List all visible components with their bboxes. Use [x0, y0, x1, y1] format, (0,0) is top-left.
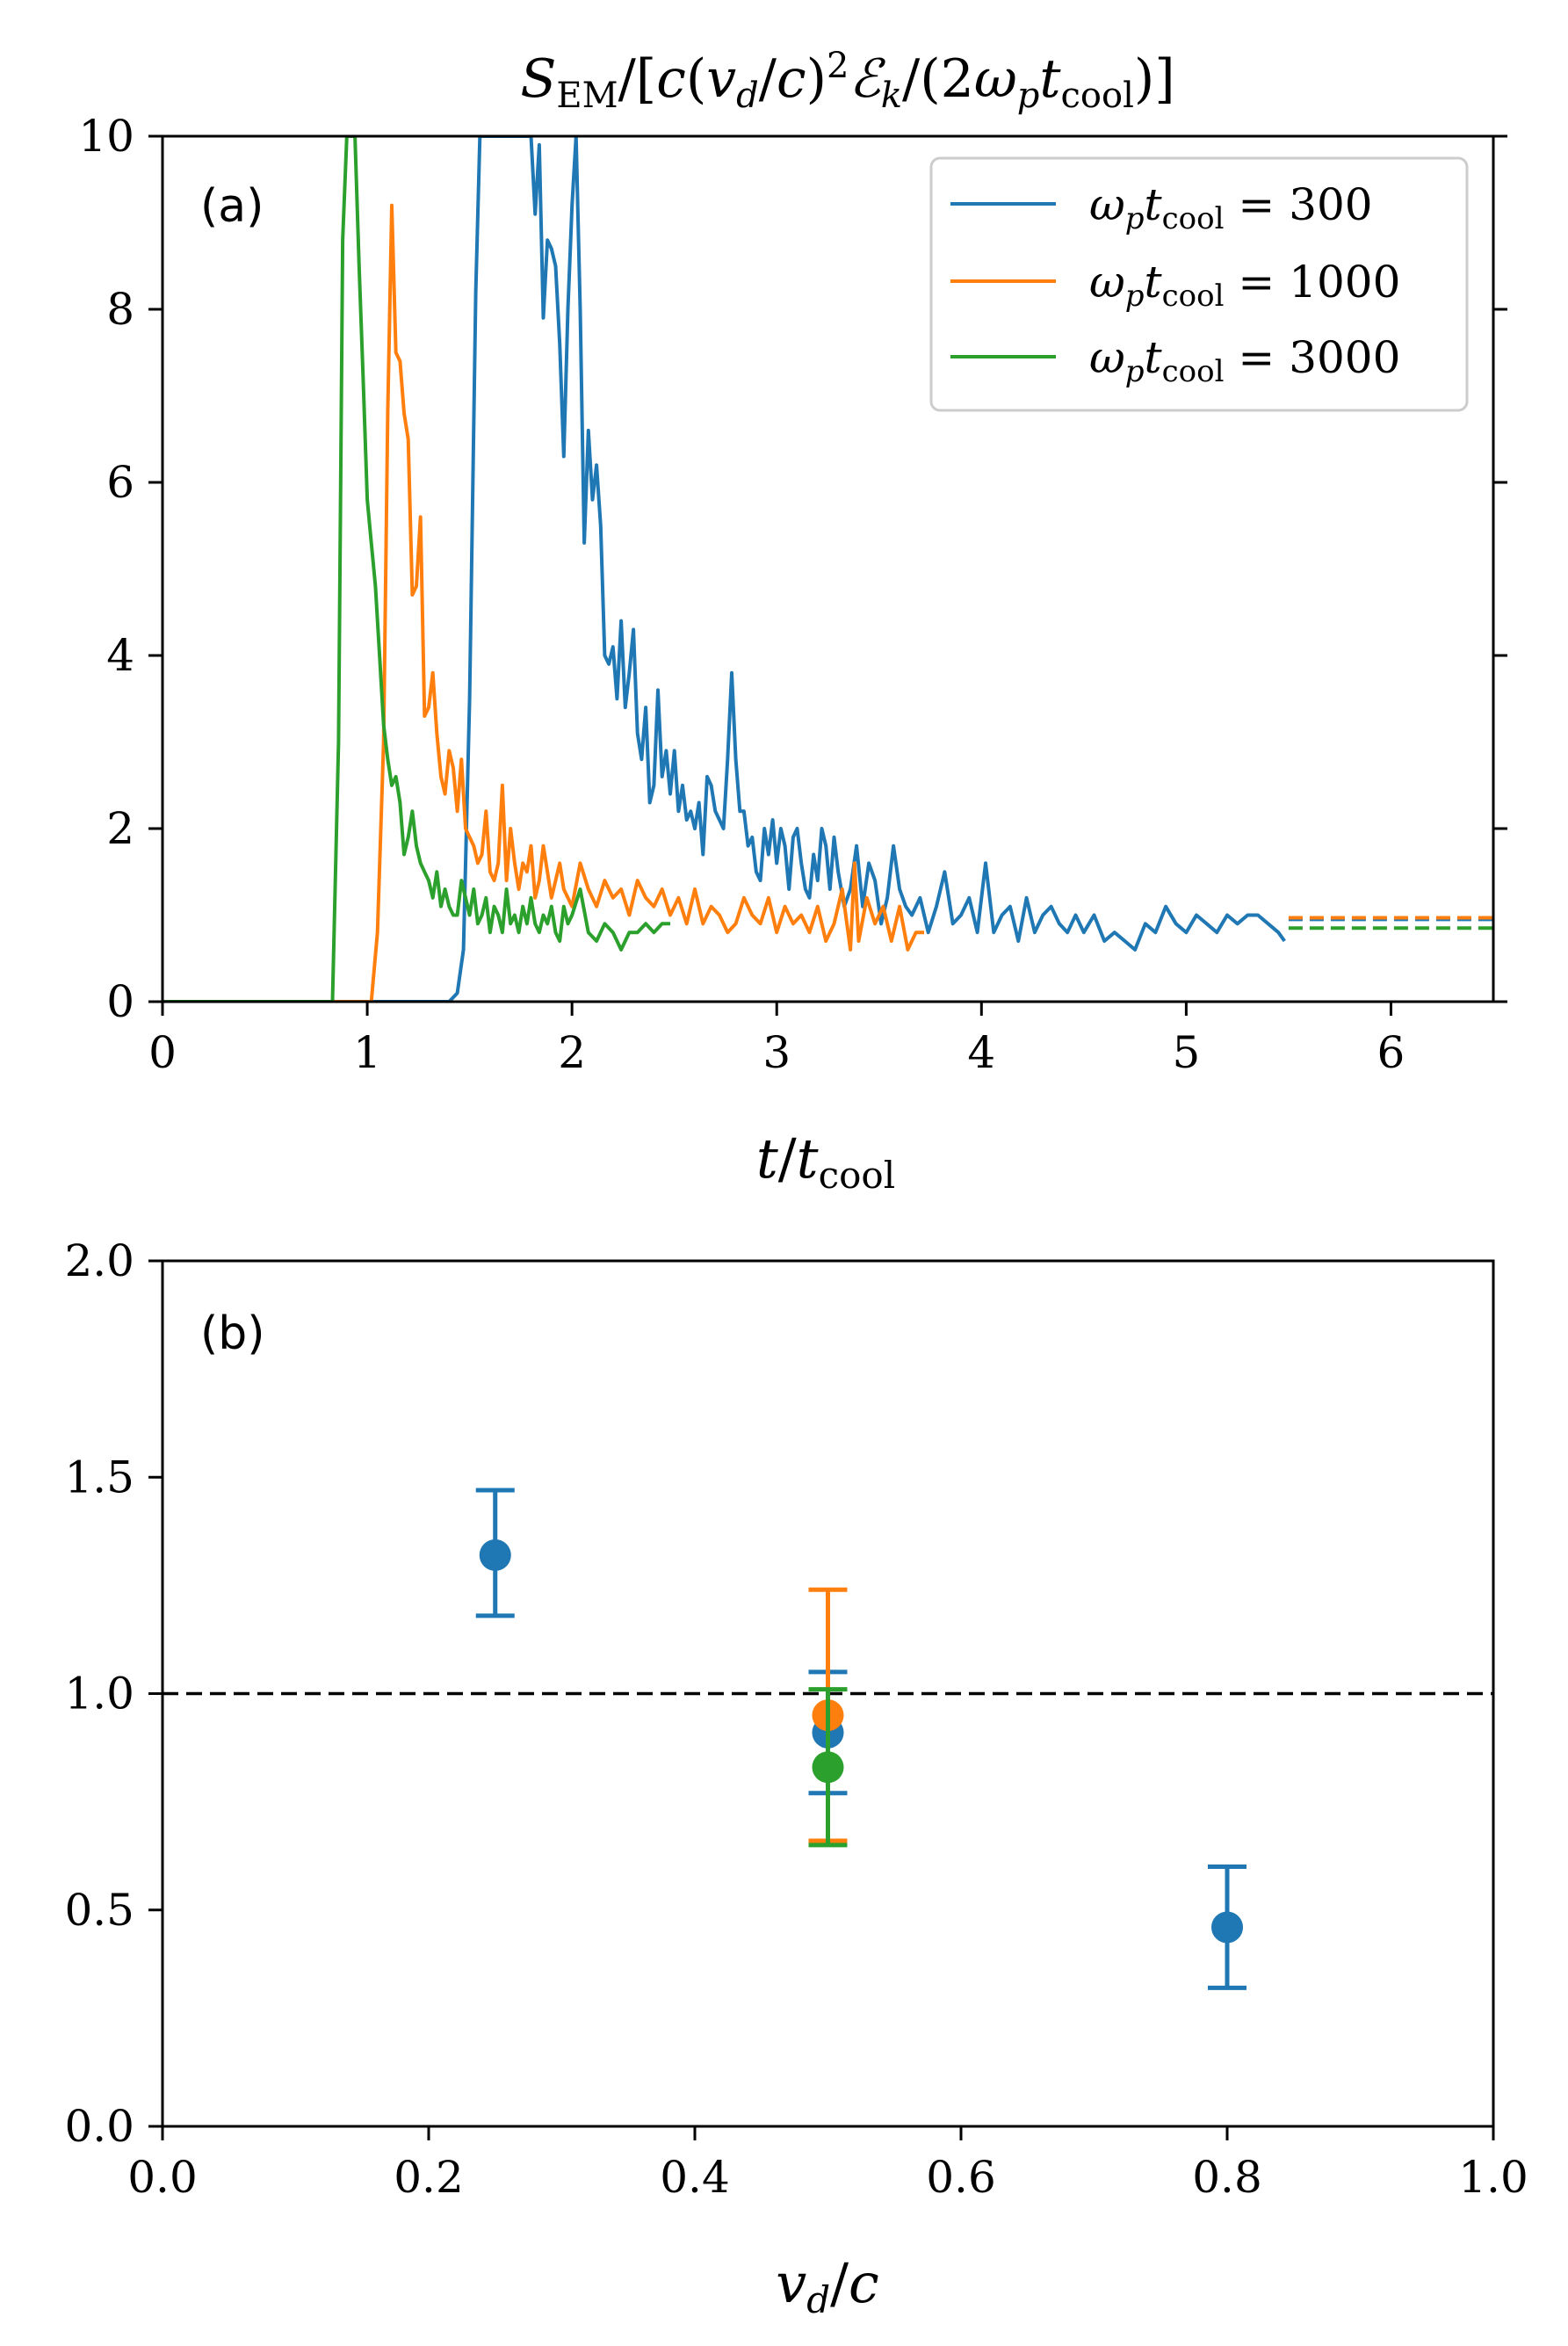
panel-b-label: (b)	[200, 1307, 265, 1360]
series-line-1000	[163, 203, 924, 1002]
panel-b-ytick-label: 0.0	[64, 2101, 134, 2152]
panel-b-ytick-label: 1.5	[64, 1452, 134, 1502]
panel-b-xtick-label: 0.4	[660, 2152, 730, 2203]
panel-b-ytick-label: 2.0	[64, 1235, 134, 1286]
panel-a-xlabel: t/tcool	[756, 1126, 895, 1197]
series-line-3000	[163, 136, 670, 1002]
panel-a-ytick-label: 0	[106, 976, 134, 1027]
legend-box	[929, 156, 1469, 412]
panel-a-xtick-label: 4	[967, 1027, 995, 1078]
errorbar-point	[475, 1488, 515, 1618]
data-point-marker	[1211, 1911, 1243, 1944]
panel-a-xtick-label: 5	[1172, 1027, 1200, 1078]
panel-a-ytick-label: 4	[106, 630, 134, 681]
panel-a-xtick-label: 0	[148, 1027, 177, 1078]
panel-a-xtick-label: 1	[353, 1027, 381, 1078]
panel-b-xtick-label: 0.8	[1192, 2152, 1262, 2203]
panel-b-xtick-label: 0.0	[127, 2152, 198, 2203]
panel-b-ytick-label: 0.5	[64, 1885, 134, 1936]
panel-a-ytick-label: 8	[106, 284, 134, 335]
panel-b-xtick-label: 0.6	[926, 2152, 996, 2203]
errorbar-point	[1208, 1864, 1246, 1990]
panel-a-ytick-label: 6	[106, 457, 134, 508]
panel-b-frame	[161, 1259, 1495, 2128]
legend-entry-300: ωptcool = 300	[950, 179, 1373, 236]
panel-a-xtick-label: 3	[762, 1027, 791, 1078]
panel-b-xtick-label: 1.0	[1458, 2152, 1528, 2203]
panel-a-ytick-label: 2	[106, 803, 134, 854]
legend-label-1000: ωptcool = 1000	[1089, 257, 1400, 314]
panel-b: (b) 0.0 0.2 0.4 0.6 0.8 1.0 0.0 0.5 1.0 1.5 2.0 vd…	[64, 1235, 1528, 2321]
legend-entry-1000: ωptcool = 1000	[950, 257, 1400, 314]
series-line-300	[163, 136, 1286, 1002]
panel-a-frame	[161, 134, 1495, 1003]
panel-b-xtick-label: 0.2	[394, 2152, 464, 2203]
panel-b-xlabel: vd/c	[776, 2251, 879, 2321]
panel-a-ytick-label: 10	[78, 111, 134, 162]
data-point-marker	[812, 1751, 844, 1784]
legend: ωptcool = 300 ωptcool = 1000 ωptcool = 3…	[929, 156, 1469, 412]
data-point-marker	[479, 1539, 511, 1571]
legend-entry-3000: ωptcool = 3000	[950, 332, 1400, 389]
panel-a-label: (a)	[200, 180, 264, 233]
panel-b-ytick-label: 1.0	[64, 1669, 134, 1720]
panel-a-xtick-label: 2	[558, 1027, 586, 1078]
panel-a-xtick-label: 6	[1377, 1027, 1405, 1078]
legend-label-3000: ωptcool = 3000	[1089, 332, 1400, 389]
panel-a: SEM/[c(vd/c)2ℰk/(2ωptcool)] (a) 0 1 2 3 4 5 6 0…	[78, 46, 1507, 1197]
errorbar-point	[808, 1687, 848, 1848]
panel-a-title: SEM/[c(vd/c)2ℰk/(2ωptcool)]	[520, 46, 1174, 116]
legend-label-300: ωptcool = 300	[1089, 179, 1373, 236]
